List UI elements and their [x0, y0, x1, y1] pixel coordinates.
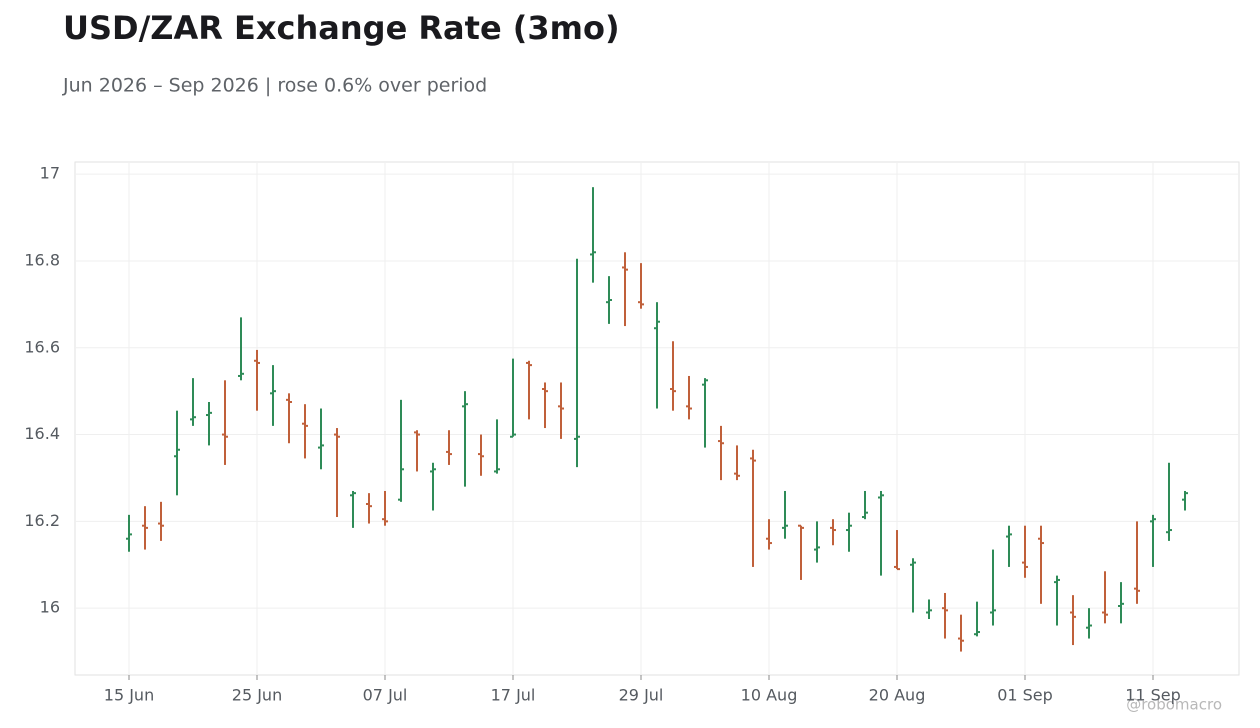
x-tick-label: 20 Aug [869, 686, 926, 705]
x-tick-label: 15 Jun [104, 686, 154, 705]
x-tick-label: 07 Jul [363, 686, 408, 705]
plot-frame [74, 161, 1240, 676]
y-tick-label: 16.4 [24, 424, 60, 443]
x-tick-label: 01 Sep [997, 686, 1053, 705]
y-tick-label: 16.6 [24, 337, 60, 356]
x-tick-label: 11 Sep [1125, 686, 1181, 705]
y-tick-label: 16.8 [24, 250, 60, 269]
x-tick-label: 25 Jun [232, 686, 282, 705]
x-tick-label: 29 Jul [619, 686, 664, 705]
x-tick-label: 17 Jul [491, 686, 536, 705]
y-tick-label: 17 [40, 164, 60, 183]
watermark: @robomacro [1126, 696, 1222, 714]
y-tick-label: 16.2 [24, 511, 60, 530]
chart-title: USD/ZAR Exchange Rate (3mo) [63, 9, 620, 47]
y-tick-label: 16 [40, 598, 60, 617]
chart-subtitle: Jun 2026 – Sep 2026 | rose 0.6% over per… [62, 75, 487, 97]
x-tick-label: 10 Aug [741, 686, 798, 705]
